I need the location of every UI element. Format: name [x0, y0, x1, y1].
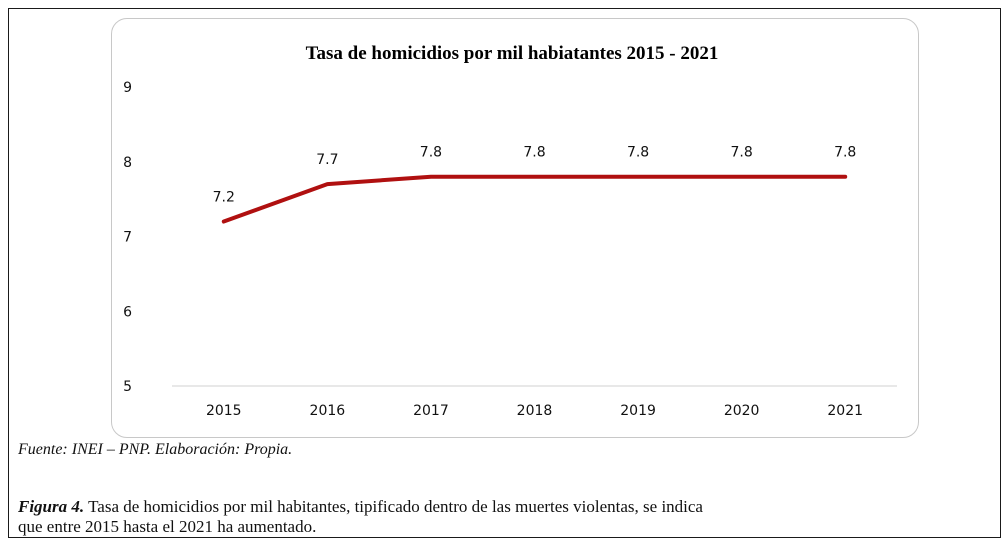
- data-labels: 7.2 7.7 7.8 7.8 7.8 7.8 7.8: [213, 145, 857, 206]
- chart-container: Tasa de homicidios por mil habiatantes 2…: [111, 18, 919, 438]
- series-line: [221, 174, 848, 224]
- y-tick-label: 9: [123, 80, 132, 96]
- x-tick-label: 2020: [724, 403, 760, 419]
- series-group: [221, 174, 848, 224]
- x-tick-label: 2019: [620, 403, 656, 419]
- data-label: 7.8: [523, 145, 545, 161]
- x-tick-labels: 2015 2016 2017 2018 2019 2020 2021: [206, 403, 863, 419]
- line-chart: Tasa de homicidios por mil habiatantes 2…: [123, 43, 897, 419]
- data-label: 7.8: [731, 145, 753, 161]
- caption-line-2: que entre 2015 hasta el 2021 ha aumentad…: [18, 517, 317, 536]
- y-tick-label: 7: [123, 230, 132, 246]
- x-tick-label: 2016: [310, 403, 346, 419]
- data-label: 7.8: [420, 145, 442, 161]
- x-tick-label: 2015: [206, 403, 242, 419]
- figure-label: Figura 4.: [18, 497, 85, 516]
- data-label: 7.8: [627, 145, 649, 161]
- y-tick-labels: 5 6 7 8 9: [123, 80, 132, 395]
- y-tick-label: 8: [123, 155, 132, 171]
- source-note: Fuente: INEI – PNP. Elaboración: Propia.: [18, 441, 293, 458]
- y-tick-label: 5: [123, 379, 132, 395]
- x-tick-label: 2017: [413, 403, 449, 419]
- x-tick-label: 2018: [517, 403, 553, 419]
- chart-title: Tasa de homicidios por mil habiatantes 2…: [306, 43, 719, 64]
- data-label: 7.7: [316, 152, 338, 168]
- data-label: 7.2: [213, 190, 235, 206]
- data-label: 7.8: [834, 145, 856, 161]
- x-tick-label: 2021: [827, 403, 863, 419]
- caption-line-1: Tasa de homicidios por mil habitantes, t…: [84, 497, 703, 516]
- y-tick-label: 6: [123, 304, 132, 320]
- figure-caption: Figura 4. Tasa de homicidios por mil hab…: [18, 497, 998, 537]
